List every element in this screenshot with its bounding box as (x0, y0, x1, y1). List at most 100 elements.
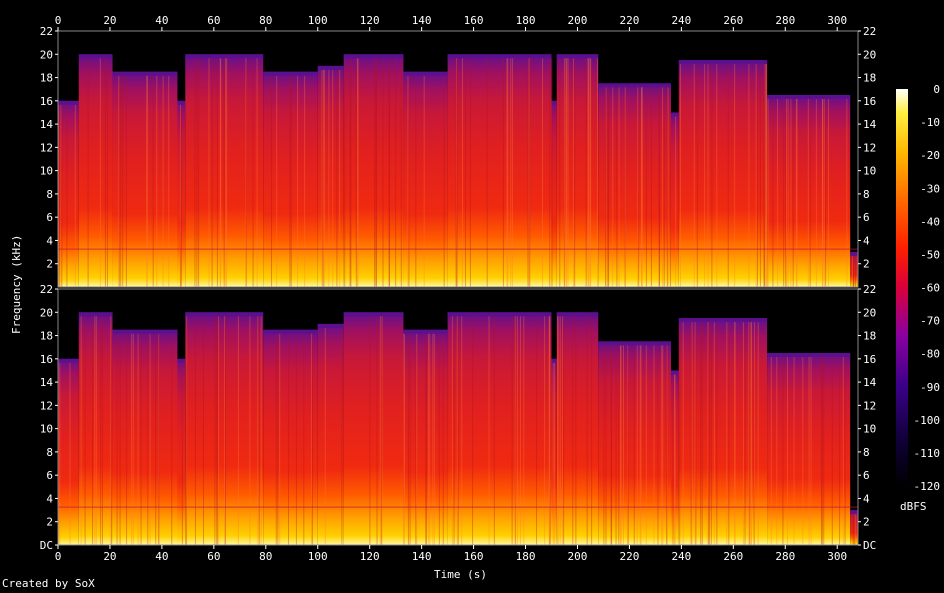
spectral-streak (693, 64, 695, 287)
spectral-streak (645, 345, 647, 545)
x-tick-label-top: 40 (155, 14, 168, 27)
spectral-streak (669, 87, 671, 287)
spectral-streak (202, 316, 204, 545)
segment-edge (598, 83, 671, 88)
spectral-streak (615, 345, 617, 545)
spectral-streak (707, 64, 709, 287)
segment-edge (177, 100, 186, 105)
spectral-streak (636, 345, 638, 545)
spectral-streak (728, 322, 730, 545)
spectral-streak (111, 316, 113, 545)
spectral-streak (510, 58, 512, 287)
spectral-streak (339, 69, 341, 287)
y-tick-label: 14 (40, 376, 54, 389)
spectral-streak (357, 58, 359, 287)
y-tick-label: 18 (40, 72, 53, 85)
y-tick-label-right: 4 (863, 492, 870, 505)
spectral-streak (727, 64, 729, 287)
spectral-streak (502, 58, 504, 287)
spectral-streak (587, 58, 589, 287)
spectral-streak (757, 322, 759, 545)
spectral-streak (186, 316, 188, 545)
spectral-streak (588, 58, 590, 287)
segment-edge (670, 370, 679, 375)
spectral-streak (682, 322, 684, 545)
colorbar-tick-label: -110 (914, 447, 941, 460)
spectral-streak (542, 58, 544, 287)
spectral-streak (753, 322, 755, 545)
spectral-streak (507, 58, 509, 287)
y-tick-label-right: 22 (863, 283, 876, 296)
spectral-streak (690, 322, 692, 545)
x-tick-label: 60 (207, 550, 220, 563)
spectral-streak (271, 75, 273, 288)
spectral-streak (461, 316, 463, 545)
spectral-streak (156, 75, 158, 288)
spectral-streak (94, 316, 96, 545)
spectral-streak (772, 99, 774, 287)
spectral-streak (679, 64, 681, 287)
spectral-streak (216, 316, 218, 545)
spectral-streak (603, 345, 605, 545)
spectral-streak (311, 333, 313, 545)
y-tick-label: 6 (46, 211, 53, 224)
spectral-streak (488, 316, 490, 545)
y-tick-label: 16 (40, 353, 53, 366)
spectral-streak (425, 333, 427, 545)
spectral-streak (610, 345, 612, 545)
spectral-streak (395, 58, 397, 287)
spectral-streak (106, 58, 108, 287)
segment-edge (670, 112, 679, 117)
spectral-streak (679, 322, 681, 545)
spectral-streak (409, 333, 411, 545)
y-tick-label: 18 (40, 330, 53, 343)
spectral-streak (563, 316, 565, 545)
spectral-streak (852, 514, 854, 545)
spectral-streak (831, 357, 833, 545)
spectral-streak (674, 374, 676, 545)
y-tick-label-right: 2 (863, 258, 870, 271)
y-tick-label: 20 (40, 306, 53, 319)
spectral-streak (59, 104, 61, 288)
y-tick-label-right: 18 (863, 330, 876, 343)
y-tick-label: DC (40, 539, 53, 552)
spectral-segment (263, 71, 318, 288)
colorbar-tick-label: -50 (920, 248, 940, 261)
y-tick-label: 22 (40, 283, 53, 296)
spectral-streak (755, 64, 757, 287)
y-tick-label: 4 (46, 492, 53, 505)
spectral-streak (658, 87, 660, 287)
spectral-segment (177, 100, 186, 288)
spectral-streak (734, 64, 736, 287)
spectral-segment (78, 54, 113, 287)
spectral-streak (563, 58, 565, 287)
x-tick-label: 100 (308, 550, 328, 563)
spectral-streak (149, 333, 151, 545)
spectral-streak (416, 333, 418, 545)
spectral-streak (839, 357, 841, 545)
spectral-streak (674, 374, 676, 545)
panel-frame (57, 30, 859, 288)
spectral-streak (225, 58, 227, 287)
spectral-streak (557, 316, 559, 545)
spectral-streak (311, 333, 313, 545)
spectral-segment (403, 329, 448, 545)
y-tick-label-right: 10 (863, 165, 876, 178)
spectral-streak (245, 58, 247, 287)
spectral-streak (99, 58, 101, 287)
y-tick-label-right: 10 (863, 423, 876, 436)
spectral-segment (598, 83, 671, 287)
spectral-streak (554, 362, 556, 545)
spectral-streak (125, 75, 127, 288)
spectral-streak (214, 316, 216, 545)
spectral-streak (277, 333, 279, 545)
spectral-streak (457, 316, 459, 545)
spectral-streak (854, 514, 856, 545)
spectral-streak (126, 333, 128, 545)
segment-edge (403, 329, 448, 334)
spectral-streak (295, 333, 297, 545)
colorbar-tick-label: -100 (914, 414, 941, 427)
x-tick-label-top: 60 (207, 14, 220, 27)
spectral-streak (375, 58, 377, 287)
